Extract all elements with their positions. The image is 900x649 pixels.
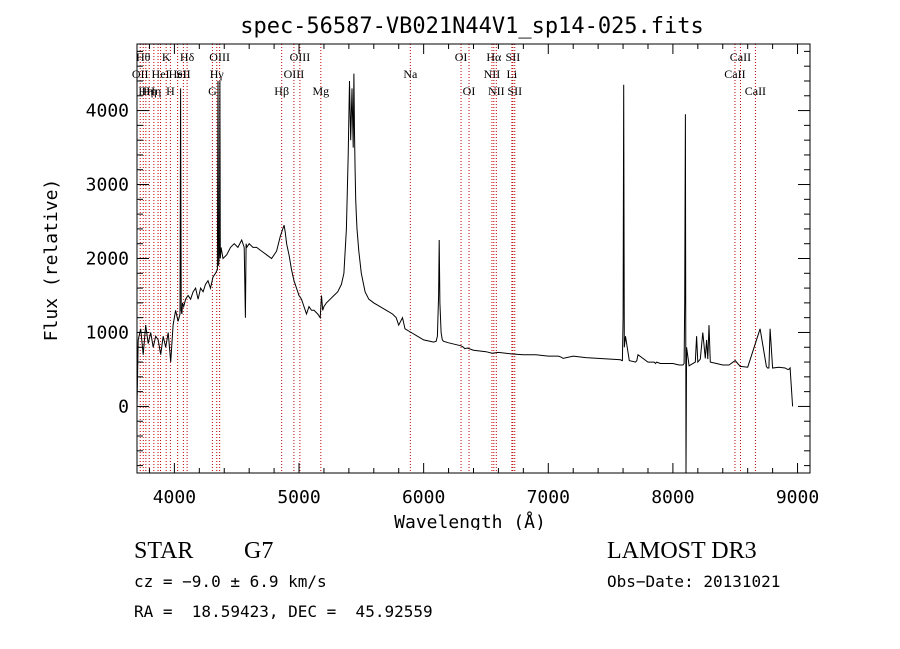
spectral-line-label: Hθ bbox=[136, 50, 151, 64]
spectral-line-label: Hη bbox=[142, 84, 157, 98]
x-tick-label: 7000 bbox=[527, 487, 570, 508]
x-tick-label: 8000 bbox=[651, 487, 694, 508]
y-tick-label: 0 bbox=[118, 396, 129, 417]
spectral-line-label: OII bbox=[132, 67, 149, 81]
object-subclass: G7 bbox=[244, 538, 274, 564]
spectral-line-label: Li bbox=[507, 67, 518, 81]
spectrum-chart: spec-56587-VB021N44V1_sp14-025.fits OIIH… bbox=[41, 14, 819, 530]
y-axis-label: Flux (relative) bbox=[41, 179, 62, 342]
spectral-line-label: Mg bbox=[312, 84, 329, 98]
spectral-line-label: NII bbox=[488, 84, 505, 98]
y-tick-label: 4000 bbox=[86, 101, 129, 122]
x-axis-label: Wavelength (Å) bbox=[394, 511, 546, 530]
spectral-line-label: HeI bbox=[169, 67, 187, 81]
x-tick-label: 9000 bbox=[776, 487, 819, 508]
y-tick-label: 3000 bbox=[86, 175, 129, 196]
survey-name: LAMOST DR3 bbox=[607, 538, 757, 564]
spectral-line-label: HeI bbox=[152, 67, 170, 81]
spectral-line-label: Hβ bbox=[274, 84, 289, 98]
spectral-line-label: Hη bbox=[138, 84, 153, 98]
object-class: STAR bbox=[134, 538, 194, 564]
spectral-line-label: H bbox=[166, 84, 175, 98]
observation-date: Obs−Date: 20131021 bbox=[607, 572, 781, 591]
spectral-line-label: CaII bbox=[730, 50, 751, 64]
spectral-line-label: SII bbox=[176, 67, 191, 81]
spectral-line-label: SII bbox=[507, 84, 522, 98]
spectral-line-label: Hη bbox=[146, 84, 161, 98]
spectral-line-label: K bbox=[162, 50, 171, 64]
spectral-line-label: CaII bbox=[745, 84, 766, 98]
spectral-line-labels: OIIHθHηHηHηHeIKHHeISIIHδGHγOIIIHβOIIIOII… bbox=[132, 50, 766, 98]
spectral-line-label: Na bbox=[403, 67, 418, 81]
spectral-line-label: OIII bbox=[290, 50, 311, 64]
spectral-line-markers bbox=[139, 44, 756, 473]
coordinates: RA = 18.59423, DEC = 45.92559 bbox=[134, 602, 433, 621]
spectral-line-label: G bbox=[208, 84, 217, 98]
spectral-line-label: OIII bbox=[284, 67, 305, 81]
spectral-line-label: SII bbox=[506, 50, 521, 64]
spectral-line-label: OI bbox=[455, 50, 468, 64]
x-axis: 4000 5000 6000 7000 8000 9000 bbox=[148, 44, 819, 508]
x-tick-label: 4000 bbox=[153, 487, 196, 508]
y-tick-label: 2000 bbox=[86, 249, 129, 270]
spectral-line-label: Hδ bbox=[180, 50, 195, 64]
spectral-line-label: NII bbox=[484, 67, 501, 81]
y-tick-label: 1000 bbox=[86, 322, 129, 343]
x-tick-label: 6000 bbox=[402, 487, 445, 508]
spectral-line-label: OIII bbox=[209, 50, 230, 64]
spectral-line-label: Hγ bbox=[210, 67, 225, 81]
y-axis: 0 1000 2000 3000 4000 bbox=[86, 50, 810, 467]
x-tick-label: 5000 bbox=[277, 487, 320, 508]
spectral-line-label: Hα bbox=[486, 50, 502, 64]
spectral-line-label: OI bbox=[463, 84, 476, 98]
spectral-line-label: CaII bbox=[724, 67, 745, 81]
spectrum-line bbox=[136, 73, 794, 474]
plot-frame bbox=[136, 43, 811, 474]
redshift-cz: cz = −9.0 ± 6.9 km/s bbox=[134, 572, 327, 591]
chart-title: spec-56587-VB021N44V1_sp14-025.fits bbox=[240, 14, 704, 39]
